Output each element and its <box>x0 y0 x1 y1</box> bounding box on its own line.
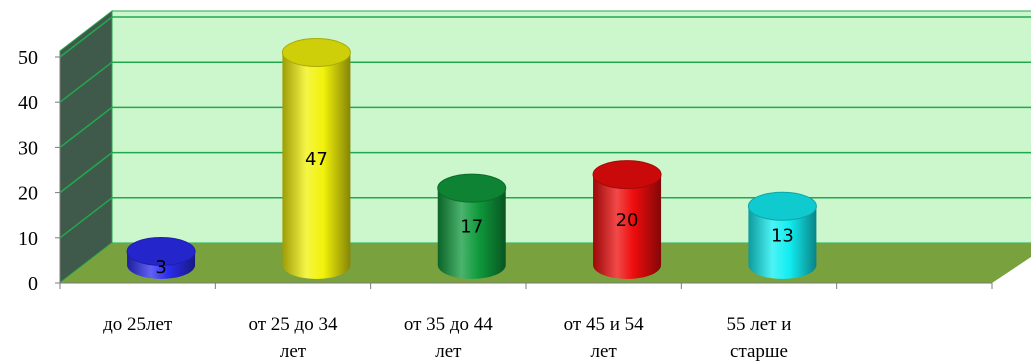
data-label: 47 <box>305 149 328 170</box>
gridline-side <box>59 152 113 194</box>
gridline-side <box>59 106 113 148</box>
data-label: 17 <box>460 217 483 238</box>
x-tick-label: старше <box>730 341 788 361</box>
data-label: 13 <box>771 226 794 247</box>
gridline-side <box>59 16 113 58</box>
back-wall <box>111 10 1031 244</box>
data-label: 3 <box>155 257 166 278</box>
y-tick-label: 30 <box>18 137 38 159</box>
data-label: 20 <box>616 210 639 231</box>
bar-top <box>592 160 662 190</box>
y-tick-label: 0 <box>28 273 38 295</box>
bar: 47 <box>281 38 351 280</box>
x-tick-label: от 35 до 44 <box>404 314 493 335</box>
gridlines <box>59 16 1031 284</box>
y-tick-label: 50 <box>18 47 38 69</box>
x-tick-label: лет <box>591 341 618 361</box>
y-axis-ticks: 0 10 20 30 40 50 <box>18 47 60 295</box>
x-axis-labels: до 25лет от 25 до 34 лет от 35 до 44 лет от 4… <box>59 283 993 361</box>
bar: 17 <box>437 173 507 279</box>
bar-body <box>282 52 351 280</box>
bar-top <box>747 191 817 221</box>
chart-floor <box>60 243 1031 283</box>
x-tick-label: от 25 до 34 <box>249 314 338 335</box>
x-tick-label: 55 лет и <box>727 314 792 335</box>
y-tick-label: 10 <box>18 228 38 250</box>
y-tick-label: 20 <box>18 183 38 205</box>
gridline-side <box>59 61 113 103</box>
x-tick-label: лет <box>435 341 462 361</box>
y-tick-label: 40 <box>18 92 38 114</box>
x-tick-label: до 25лет <box>103 314 173 335</box>
bar: 13 <box>747 191 817 279</box>
bar-top <box>281 38 351 68</box>
bar-top <box>437 173 507 203</box>
bar-top <box>126 236 196 266</box>
x-tick-label: лет <box>280 341 307 361</box>
bar-body <box>593 174 662 279</box>
gridline-side <box>59 197 113 239</box>
bar: 3 <box>126 236 196 279</box>
bar: 20 <box>592 160 662 279</box>
x-tick-label: от 45 и 54 <box>564 314 644 335</box>
bar-body <box>437 188 506 279</box>
bars: 3 47 17 20 13 <box>126 38 817 280</box>
bar-body <box>748 206 817 279</box>
